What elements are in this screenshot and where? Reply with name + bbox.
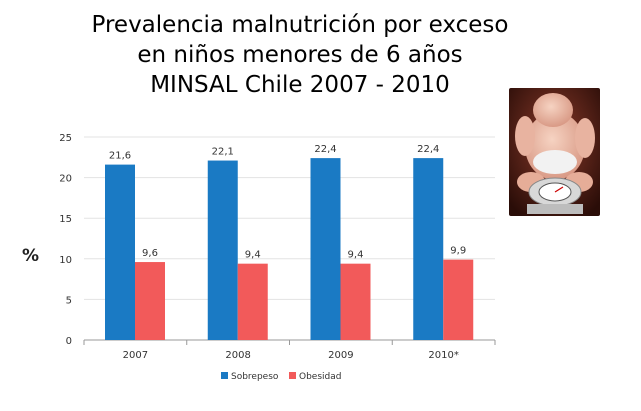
data-label: 9,6 (142, 248, 158, 259)
bar-obesidad (237, 263, 268, 340)
x-tick-label: 2007 (123, 350, 148, 361)
bar-sobrepeso (413, 158, 444, 340)
legend-label: Obesidad (299, 372, 341, 382)
x-tick-label: 2009 (328, 350, 353, 361)
legend-swatch (289, 372, 296, 379)
y-tick-label: 20 (59, 174, 72, 185)
title-line-2: en niños menores de 6 años (137, 42, 463, 68)
title-line-3: MINSAL Chile 2007 - 2010 (150, 72, 450, 98)
data-label: 22,1 (212, 147, 234, 158)
data-label: 9,9 (450, 246, 466, 257)
bar-obesidad (340, 263, 371, 340)
bar-obesidad (135, 262, 165, 340)
bar-sobrepeso (105, 164, 135, 340)
y-tick-label: 0 (66, 336, 72, 347)
data-label: 22,4 (314, 144, 336, 155)
y-axis-unit-label: % (22, 246, 40, 266)
y-tick-label: 25 (59, 133, 72, 144)
data-label: 9,4 (245, 250, 261, 261)
title-line-1: Prevalencia malnutrición por exceso (91, 12, 509, 38)
legend-swatch (221, 372, 228, 379)
x-tick-label: 2010* (428, 350, 458, 361)
data-label: 21,6 (109, 151, 131, 162)
baby-on-scale-photo (509, 88, 600, 216)
bar-sobrepeso (207, 160, 238, 340)
y-tick-label: 15 (59, 214, 72, 225)
chart-title: Prevalencia malnutrición por exceso en n… (60, 10, 540, 100)
legend-label: Sobrepeso (231, 372, 279, 382)
x-tick-label: 2008 (225, 350, 250, 361)
y-tick-label: 5 (66, 295, 72, 306)
data-label: 22,4 (417, 144, 439, 155)
data-label: 9,4 (348, 250, 364, 261)
y-tick-label: 10 (59, 255, 72, 266)
bar-sobrepeso (310, 158, 341, 340)
bar-obesidad (443, 259, 474, 340)
